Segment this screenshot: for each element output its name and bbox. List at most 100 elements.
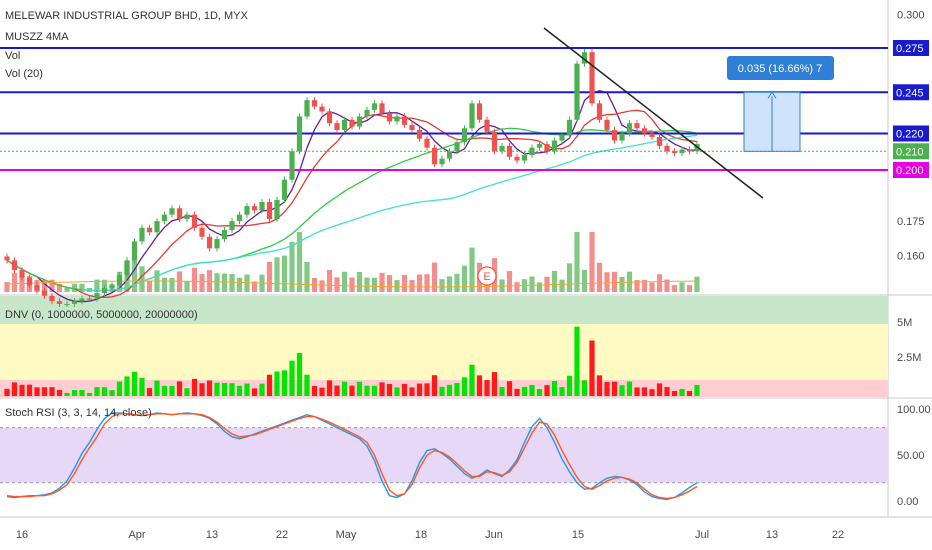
candle-body xyxy=(244,206,250,215)
volume-bar xyxy=(214,273,220,292)
dnv-bar xyxy=(221,382,228,396)
dnv-bar xyxy=(154,380,160,396)
volume-bar xyxy=(439,279,445,292)
indicator-label-vol: Vol xyxy=(5,50,20,62)
volume-bar xyxy=(409,280,415,292)
candle-body xyxy=(304,100,310,117)
dnv-bar xyxy=(619,385,625,396)
dnv-bar xyxy=(139,377,145,396)
volume-bar xyxy=(394,280,400,292)
time-axis-tick-label: 13 xyxy=(766,529,778,541)
grid xyxy=(0,0,932,518)
candle-body xyxy=(641,128,648,134)
dnv-bar xyxy=(386,383,393,396)
dnv-bar xyxy=(146,388,153,396)
price-axis-badge-label: 0.200 xyxy=(896,165,924,177)
dnv-bar xyxy=(394,387,400,396)
dnv-bar xyxy=(506,381,513,396)
volume-bar xyxy=(199,274,205,292)
volume-bar xyxy=(236,277,243,292)
candle-body xyxy=(589,52,595,104)
candle-body xyxy=(446,151,453,159)
candle-body xyxy=(161,214,168,222)
dnv-bar xyxy=(356,381,363,396)
candle-body xyxy=(34,285,40,291)
candle-body xyxy=(79,298,85,302)
dnv-bar xyxy=(484,380,490,396)
time-axis-tick-label: Apr xyxy=(128,529,145,541)
dnv-bar xyxy=(259,383,265,396)
volume-bar xyxy=(184,281,190,292)
volume-bar xyxy=(281,255,288,292)
volume-bar xyxy=(191,267,198,292)
horizontal-levels xyxy=(0,47,888,171)
candle-body xyxy=(274,199,280,219)
dnv-bar xyxy=(544,385,550,396)
dnv-bar xyxy=(476,375,483,396)
candle-body xyxy=(206,236,213,249)
volume-bar xyxy=(566,263,573,292)
dnv-bar xyxy=(56,390,63,396)
volume-bar xyxy=(206,270,213,292)
candle-body xyxy=(686,149,693,152)
volume-bar xyxy=(146,281,153,292)
candle-body xyxy=(626,123,633,134)
dnv-bar xyxy=(581,380,588,396)
dnv-bars xyxy=(4,326,700,396)
candle-body xyxy=(191,214,198,228)
time-axis-tick-label: 15 xyxy=(572,529,584,541)
volume-bar xyxy=(11,272,18,292)
dnv-band-high xyxy=(0,296,888,324)
volume-bar xyxy=(694,276,700,292)
candle-body xyxy=(169,208,175,215)
time-axis-tick-label: Jun xyxy=(485,529,503,541)
dnv-bar xyxy=(574,326,580,396)
price-axis-tick-label: 0.160 xyxy=(897,250,925,262)
dnv-bar xyxy=(634,387,640,396)
dnv-bar xyxy=(71,390,78,396)
dnv-bar xyxy=(176,381,183,396)
volume-bar xyxy=(386,275,393,292)
dnv-bar xyxy=(86,393,93,396)
drawings: E xyxy=(477,27,801,286)
candle-body xyxy=(521,154,528,161)
candle-body xyxy=(229,221,235,231)
dnv-bar xyxy=(11,382,18,396)
candle-body xyxy=(424,138,430,148)
volume-bar xyxy=(349,277,355,292)
dnv-bar xyxy=(79,390,85,396)
measure-label: 0.035 (16.66%) 7 xyxy=(738,63,822,75)
candle-body xyxy=(439,158,445,165)
dnv-bar xyxy=(409,387,415,396)
candle-body xyxy=(41,290,48,296)
candle-body xyxy=(454,142,460,152)
volume-bar xyxy=(379,272,385,292)
stoch-d-line xyxy=(6,413,698,500)
dnv-bar xyxy=(416,383,423,396)
indicator-label-ma: MUSZZ 4MA xyxy=(5,31,69,43)
dnv-title: DNV (0, 1000000, 5000000, 20000000) xyxy=(5,309,198,321)
volume-bar xyxy=(551,270,558,292)
dnv-bar xyxy=(679,388,685,396)
price-axis-badge xyxy=(893,84,929,101)
candle-body xyxy=(581,52,588,64)
dnv-bar xyxy=(514,388,520,396)
dnv-bar xyxy=(116,381,123,396)
earnings-marker-label: E xyxy=(483,271,490,283)
candle-body xyxy=(461,128,468,143)
time-axis-tick-label: May xyxy=(336,529,357,541)
candle-body xyxy=(649,133,655,137)
dnv-bar xyxy=(596,375,603,396)
dnv-bar xyxy=(461,377,468,396)
dnv-bar xyxy=(274,371,280,396)
dnv-bar xyxy=(656,383,663,396)
volume-bar xyxy=(371,277,378,292)
volume-bar xyxy=(139,266,145,292)
dnv-bar xyxy=(626,381,633,396)
measure-label-box xyxy=(727,56,834,80)
candle-body xyxy=(266,201,273,219)
dnv-bar xyxy=(439,386,445,396)
dnv-bar xyxy=(296,353,303,396)
dnv-bar xyxy=(289,360,295,396)
